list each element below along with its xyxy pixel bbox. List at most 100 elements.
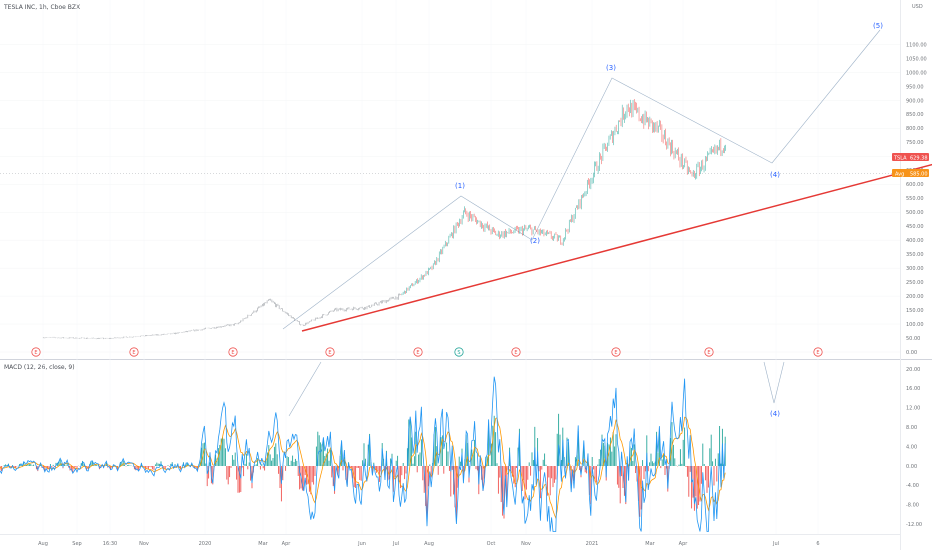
event-marker-label: E xyxy=(132,350,135,356)
macd-wave-segment[interactable] xyxy=(763,361,785,404)
price-tick-label: 100.00 xyxy=(906,322,924,328)
event-marker[interactable]: E xyxy=(325,347,335,357)
event-marker-circle xyxy=(31,347,41,357)
price-tick-label: 600.00 xyxy=(906,182,924,188)
avg-badge-label: Avg xyxy=(895,172,904,178)
price-tick-label: 750.00 xyxy=(906,140,924,146)
price-tick-label: 1050.00 xyxy=(906,56,927,62)
time-axis[interactable]: Aug Sep 16:30 Nov 2020 Mar Apr Jun Jul Aug Oct Nov 2… xyxy=(38,541,819,547)
event-marker-label: E xyxy=(34,350,37,356)
macd-tick-label: 12.00 xyxy=(906,406,920,412)
avg-price-badge: Avg 585.00 xyxy=(892,169,929,178)
event-marker[interactable]: E xyxy=(813,347,823,357)
event-marker-circle xyxy=(228,347,238,357)
chart-title: TESLA INC, 1h, Cboe BZX xyxy=(3,4,80,11)
currency-label: USD xyxy=(912,4,923,10)
time-tick-label: Aug xyxy=(424,541,434,547)
macd-wave-segment[interactable] xyxy=(288,361,322,417)
event-marker-circle xyxy=(813,347,823,357)
price-candles xyxy=(42,99,726,340)
avg-badge-value: 585.00 xyxy=(910,172,928,178)
price-tick-label: 850.00 xyxy=(906,112,924,118)
event-marker[interactable]: E xyxy=(31,347,41,357)
event-marker[interactable]: E xyxy=(413,347,423,357)
macd-tick-label: -12.00 xyxy=(906,522,922,528)
price-tick-label: 0.00 xyxy=(906,350,917,356)
price-tick-label: 500.00 xyxy=(906,210,924,216)
event-marker[interactable]: E xyxy=(611,347,621,357)
time-tick-label: 2020 xyxy=(199,541,212,547)
time-tick-label: Aug xyxy=(38,541,48,547)
elliott-wave-lines[interactable] xyxy=(282,29,881,330)
price-tick-label: 1100.00 xyxy=(906,42,927,48)
macd-tick-label: -4.00 xyxy=(906,483,919,489)
event-marker-circle xyxy=(454,347,464,357)
price-tick-label: 300.00 xyxy=(906,266,924,272)
price-tick-label: 800.00 xyxy=(906,126,924,132)
price-badge-value: 629.38 xyxy=(910,156,928,162)
event-marker-label: E xyxy=(816,350,819,356)
event-marker-label: E xyxy=(614,350,617,356)
price-tick-label: 350.00 xyxy=(906,252,924,258)
wave-label[interactable]: (2) xyxy=(530,237,540,245)
time-tick-label: Oct xyxy=(487,541,496,547)
event-marker[interactable]: E xyxy=(511,347,521,357)
time-tick-label: 6 xyxy=(816,541,819,547)
time-tick-label: Mar xyxy=(645,541,655,547)
price-tick-label: 250.00 xyxy=(906,280,924,286)
event-marker-circle xyxy=(611,347,621,357)
event-marker-circle xyxy=(413,347,423,357)
wave-label[interactable]: (4) xyxy=(770,171,780,179)
price-tick-label: 1000.00 xyxy=(906,70,927,76)
time-tick-label: Apr xyxy=(679,541,689,547)
macd-wave-drawing[interactable]: (4) xyxy=(288,361,785,418)
macd-wave-label[interactable]: (4) xyxy=(770,410,780,418)
time-tick-label: 16:30 xyxy=(103,541,117,547)
price-tick-label: 950.00 xyxy=(906,84,924,90)
time-tick-label: 2021 xyxy=(586,541,599,547)
time-tick-label: Apr xyxy=(282,541,292,547)
event-marker-circle xyxy=(325,347,335,357)
time-tick-label: Sep xyxy=(72,541,81,547)
support-trendline[interactable] xyxy=(301,151,932,332)
event-marker-circle xyxy=(511,347,521,357)
price-tick-label: 550.00 xyxy=(906,196,924,202)
wave-path[interactable] xyxy=(282,29,881,330)
wave-label[interactable]: (1) xyxy=(455,182,465,190)
event-marker-circle xyxy=(129,347,139,357)
time-tick-label: Nov xyxy=(139,541,149,547)
last-price-badge: TSLA 629.38 xyxy=(892,153,929,162)
wave-label[interactable]: (5) xyxy=(873,22,883,30)
macd-axis[interactable]: 20.00 16.00 12.00 8.00 4.00 0.00 -4.00 -8.00 -12… xyxy=(906,367,922,528)
price-tick-label: 900.00 xyxy=(906,98,924,104)
macd-tick-label: 4.00 xyxy=(906,444,917,450)
time-tick-label: Jul xyxy=(772,541,779,547)
event-marker-circle xyxy=(704,347,714,357)
time-tick-label: Jul xyxy=(392,541,399,547)
price-badge-symbol: TSLA xyxy=(893,156,907,162)
event-marker-label: E xyxy=(231,350,234,356)
event-marker-label: S xyxy=(457,350,460,356)
event-marker-label: E xyxy=(514,350,517,356)
time-tick-label: Jun xyxy=(357,541,366,547)
wave-label[interactable]: (3) xyxy=(606,64,616,72)
event-marker-label: E xyxy=(707,350,710,356)
price-tick-label: 450.00 xyxy=(906,224,924,230)
macd-tick-label: 16.00 xyxy=(906,386,920,392)
time-tick-label: Nov xyxy=(521,541,531,547)
event-marker[interactable]: E xyxy=(228,347,238,357)
event-marker-label: E xyxy=(416,350,419,356)
elliott-wave-labels[interactable]: (1) (2) (3) (4) (5) xyxy=(455,22,883,245)
macd-tick-label: 0.00 xyxy=(906,464,917,470)
price-tick-label: 200.00 xyxy=(906,294,924,300)
event-marker[interactable]: S xyxy=(454,347,464,357)
macd-tick-label: -8.00 xyxy=(906,503,919,509)
time-tick-label: Mar xyxy=(258,541,268,547)
macd-line xyxy=(0,376,726,532)
macd-tick-label: 20.00 xyxy=(906,367,920,373)
event-marker[interactable]: E xyxy=(704,347,714,357)
event-marker[interactable]: E xyxy=(129,347,139,357)
event-marker-label: E xyxy=(328,350,331,356)
